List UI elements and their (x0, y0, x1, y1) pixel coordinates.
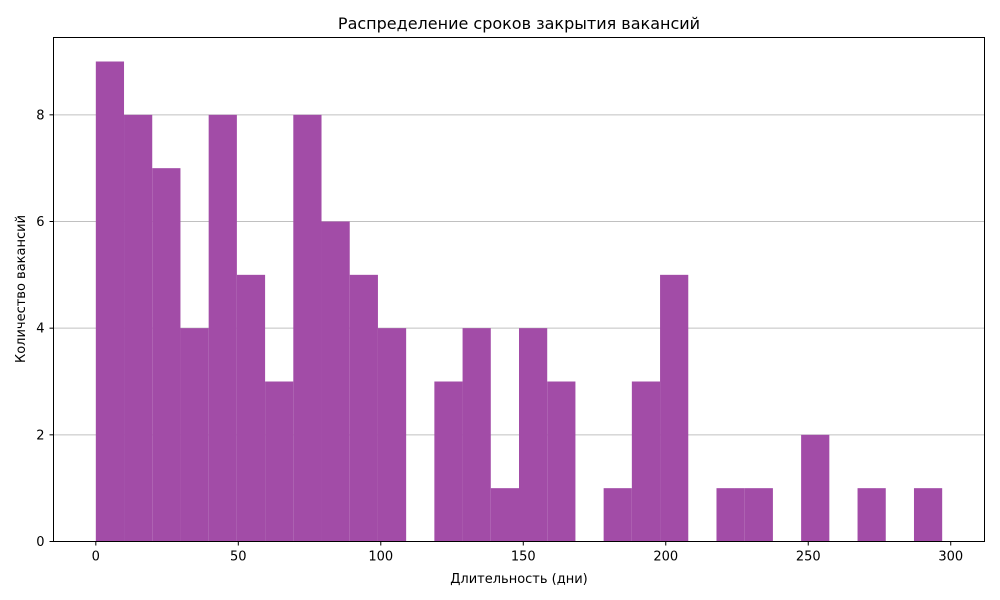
histogram-bar (519, 328, 548, 542)
histogram-bar (631, 381, 661, 542)
histogram-bar (744, 488, 773, 542)
histogram-bar (603, 488, 632, 542)
y-tick-label: 2 (36, 428, 44, 443)
histogram-bar (349, 274, 378, 542)
histogram-bar (434, 381, 463, 542)
histogram-bar (152, 168, 181, 542)
y-tick-label: 0 (36, 535, 44, 550)
histogram-bar (321, 221, 350, 542)
histogram-bar (547, 381, 576, 542)
histogram-bar (180, 328, 209, 542)
histogram-bar (293, 114, 322, 542)
x-tick-label: 0 (92, 550, 100, 565)
x-tick-label: 100 (368, 550, 393, 565)
x-tick-label: 300 (938, 550, 963, 565)
histogram-bar (716, 488, 745, 542)
histogram-bar (265, 381, 294, 542)
x-tick-label: 250 (796, 550, 821, 565)
y-tick-label: 6 (36, 215, 44, 230)
x-tick-label: 50 (230, 550, 247, 565)
histogram-bar (236, 274, 266, 542)
histogram-bar (490, 488, 519, 542)
y-axis-ticks: 0 2 4 6 8 (36, 108, 54, 550)
histogram-bar (801, 434, 830, 542)
histogram-bar (377, 328, 407, 542)
histogram-bar (913, 488, 943, 542)
x-axis-ticks: 0 50 100 150 200 250 300 (92, 541, 963, 565)
y-tick-label: 4 (36, 322, 44, 337)
x-tick-label: 200 (653, 550, 678, 565)
histogram-bar (95, 61, 125, 542)
y-axis-label: Количество вакансий (14, 215, 29, 363)
histogram-bar (857, 488, 886, 542)
bars (95, 61, 943, 542)
x-axis-label: Длительность (дни) (450, 572, 588, 587)
histogram-bar (660, 274, 689, 542)
histogram-bar (462, 328, 491, 542)
y-tick-label: 8 (36, 108, 44, 123)
histogram-bar (124, 114, 153, 542)
histogram-bar (208, 114, 237, 542)
plot-frame (53, 37, 985, 542)
x-tick-label: 150 (511, 550, 536, 565)
chart-title: Распределение сроков закрытия вакансий (338, 14, 700, 33)
